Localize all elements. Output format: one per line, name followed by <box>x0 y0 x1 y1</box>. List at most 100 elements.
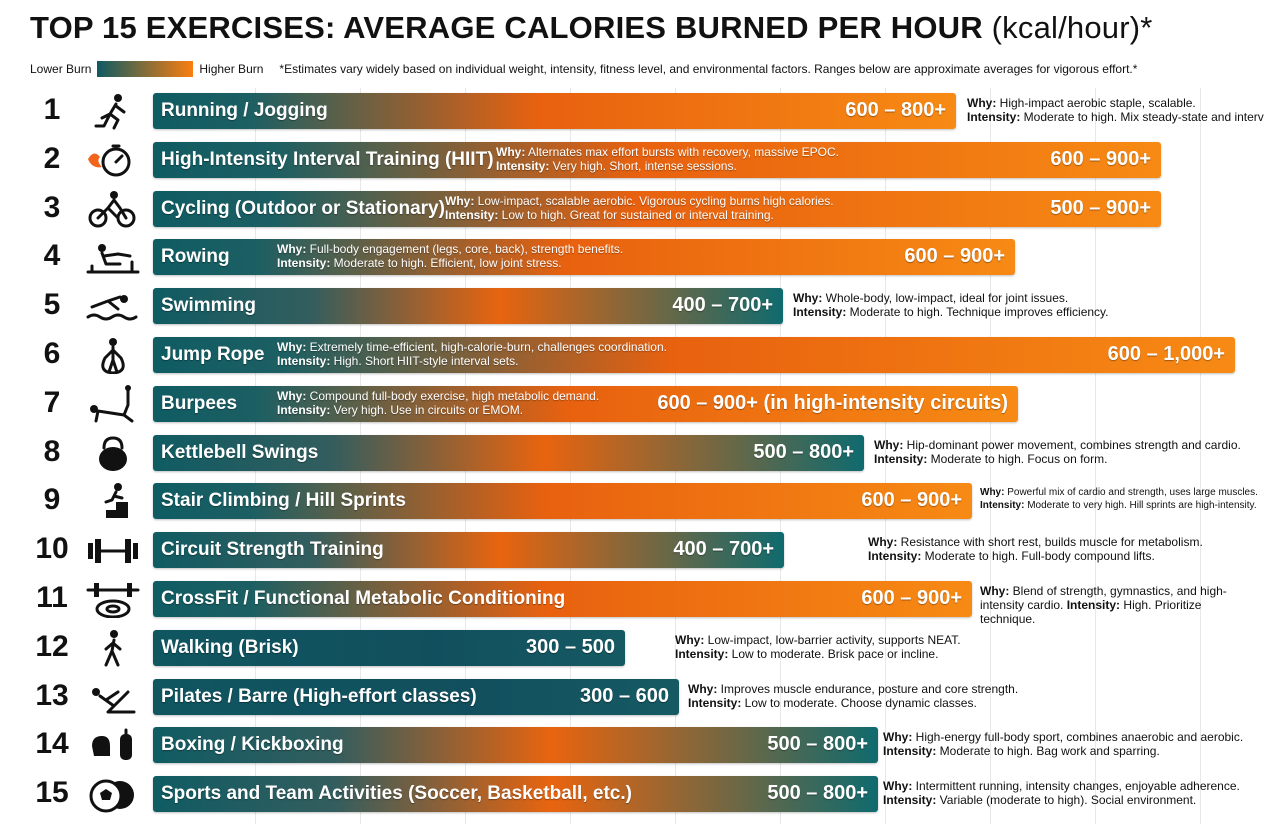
exercise-name: Pilates / Barre (High-effort classes) <box>161 685 477 707</box>
intensity-label: Intensity: <box>793 305 847 320</box>
exercise-row: 14 Boxing / Kickboxing 500 – 800+ Why: High… <box>0 725 1264 765</box>
intensity-label: Intensity: <box>980 500 1025 512</box>
exercise-name: Sports and Team Activities (Soccer, Bask… <box>161 783 632 805</box>
calorie-range: 600 – 900+ <box>904 245 1005 268</box>
intensity-label: Intensity: <box>883 744 937 759</box>
exercise-name: Boxing / Kickboxing <box>161 734 344 756</box>
intensity-text: Low to moderate. Choose dynamic classes. <box>741 695 977 710</box>
exercise-note: Why: Low-impact, low-barrier activity, s… <box>675 633 961 661</box>
intensity-text: Low to moderate. Brisk pace or incline. <box>728 646 939 661</box>
calorie-bar: Stair Climbing / Hill Sprints 600 – 900+ <box>153 483 972 520</box>
intensity-label: Intensity: <box>874 451 928 466</box>
exercise-row: 3 Cycling (Outdoor or Stationary) 500 – 90… <box>0 189 1264 229</box>
rank-number: 5 <box>43 288 61 322</box>
pilates-icon <box>84 678 142 716</box>
why-text: Blend of strength, gymnastics, and high-… <box>980 584 1227 612</box>
grid-line <box>1200 88 1201 824</box>
rank-number: 6 <box>43 337 61 370</box>
why-label: Why: <box>874 437 904 452</box>
rank-number: 13 <box>35 678 69 712</box>
exercise-note: Why: Extremely time-efficient, high-calo… <box>277 340 667 368</box>
burpee-icon <box>84 384 142 423</box>
why-text: Whole-body, low-impact, ideal for joint … <box>822 291 1069 306</box>
exercise-row: 9 Stair Climbing / Hill Sprints 600 – 900+… <box>0 481 1264 521</box>
calorie-bar: Kettlebell Swings 500 – 800+ <box>153 434 864 471</box>
exercise-note: Why: Hip-dominant power movement, combin… <box>874 438 1241 466</box>
calorie-range: 600 – 800+ <box>845 99 946 121</box>
rank-number: 1 <box>43 93 61 126</box>
swimmer-icon <box>84 287 142 325</box>
exercise-name: Running / Jogging <box>161 100 328 121</box>
exercise-note: Why: Intermittent running, intensity cha… <box>883 779 1240 807</box>
exercise-row: 12 Walking (Brisk) 300 – 500 Why: Low-impac… <box>0 628 1264 668</box>
intensity-label: Intensity: <box>967 110 1021 124</box>
exercise-row: 11 CrossFit / Functional Metabolic Condit… <box>0 579 1264 626</box>
color-legend: Lower Burn Higher Burn *Estimates vary w… <box>30 61 1137 77</box>
rank-number: 9 <box>43 483 61 517</box>
why-label: Why: <box>445 193 475 208</box>
balls-icon <box>84 775 142 813</box>
exercise-name: Swimming <box>161 295 257 317</box>
rank-number: 7 <box>43 385 61 419</box>
calorie-range: 600 – 1,000+ <box>1107 343 1225 365</box>
legend-high-label: Higher Burn <box>199 62 264 76</box>
kettlebell-icon <box>84 434 142 472</box>
why-label: Why: <box>883 730 913 745</box>
calorie-bar: Burpees 600 – 900+ (in high-intensity cir… <box>153 385 1018 422</box>
calorie-range: 400 – 700+ <box>673 538 774 561</box>
intensity-text: High. Prioritize technique. <box>980 598 1202 626</box>
intensity-text: Very high. Use in circuits or EMOM. <box>330 402 524 417</box>
intensity-text: Moderate to high. Focus on form. <box>927 451 1108 466</box>
intensity-text: Moderate to high. Technique improves eff… <box>846 305 1109 320</box>
why-text: High-energy full-body sport, combines an… <box>912 730 1244 745</box>
calorie-bar: Rowing 600 – 900+ <box>153 239 1015 276</box>
why-label: Why: <box>277 388 307 403</box>
why-label: Why: <box>980 584 1010 598</box>
exercise-note: Why: Blend of strength, gymnastics, and … <box>980 584 1260 626</box>
exercise-name: CrossFit / Functional Metabolic Conditio… <box>161 588 566 609</box>
calorie-range: 400 – 700+ <box>672 294 773 317</box>
why-label: Why: <box>277 242 307 257</box>
exercise-name: Walking (Brisk) <box>161 636 299 658</box>
grid-line <box>1095 88 1096 824</box>
why-text: High-impact aerobic staple, scalable. <box>996 96 1196 110</box>
exercise-row: 10 Circuit Strength Training 400 – 700+ Why… <box>0 530 1264 570</box>
calorie-range: 600 – 900+ <box>861 489 962 512</box>
exercise-name: Jump Rope <box>161 344 265 365</box>
why-label: Why: <box>675 632 705 647</box>
calorie-range: 600 – 900+ (in high-intensity circuits) <box>657 391 1008 414</box>
rank-number: 2 <box>43 141 61 175</box>
boxing-glove-icon <box>84 726 142 764</box>
calorie-bar: CrossFit / Functional Metabolic Conditio… <box>153 581 972 617</box>
title-text: TOP 15 EXERCISES: AVERAGE CALORIES BURNE… <box>30 10 983 45</box>
stopwatch-icon <box>84 141 142 179</box>
calorie-bar: Boxing / Kickboxing 500 – 800+ <box>153 727 878 764</box>
intensity-label: Intensity: <box>675 646 729 661</box>
exercise-row: 15 Sports and Team Activities (Soccer, Ba… <box>0 774 1264 814</box>
exercise-row: 6 Jump Rope 600 – 1,000+ Why: Extremely tim… <box>0 335 1264 375</box>
exercise-row: 13 Pilates / Barre (High-effort classes) 3… <box>0 677 1264 717</box>
tire-barbell-icon <box>84 580 142 619</box>
calorie-bar: Circuit Strength Training 400 – 700+ <box>153 532 784 569</box>
why-text: Improves muscle endurance, posture and c… <box>717 681 1019 696</box>
calorie-bar: Swimming 400 – 700+ <box>153 288 783 325</box>
why-label: Why: <box>277 340 307 354</box>
why-label: Why: <box>496 144 526 159</box>
why-text: Low-impact, scalable aerobic. Vigorous c… <box>474 193 834 208</box>
rank-number: 3 <box>43 190 61 224</box>
legend-gradient <box>97 61 194 77</box>
exercise-note: Why: High-energy full-body sport, combin… <box>883 730 1243 758</box>
intensity-label: Intensity: <box>445 207 499 222</box>
rank-number: 11 <box>36 581 68 614</box>
exercise-row: 4 Rowing 600 – 900+ Why: Full-body engageme… <box>0 237 1264 277</box>
exercise-name: High-Intensity Interval Training (HIIT) <box>161 148 494 170</box>
why-text: Resistance with short rest, builds muscl… <box>897 535 1203 550</box>
why-label: Why: <box>967 96 997 110</box>
calorie-bar: Cycling (Outdoor or Stationary) 500 – 900… <box>153 190 1161 227</box>
why-text: Alternates max effort bursts with recove… <box>525 144 839 159</box>
title-unit: (kcal/hour)* <box>991 10 1153 45</box>
exercise-name: Kettlebell Swings <box>161 441 319 463</box>
legend-footnote: *Estimates vary widely based on individu… <box>279 62 1138 76</box>
intensity-text: High. Short HIIT-style interval sets. <box>330 354 519 368</box>
calorie-range: 500 – 800+ <box>767 733 868 756</box>
